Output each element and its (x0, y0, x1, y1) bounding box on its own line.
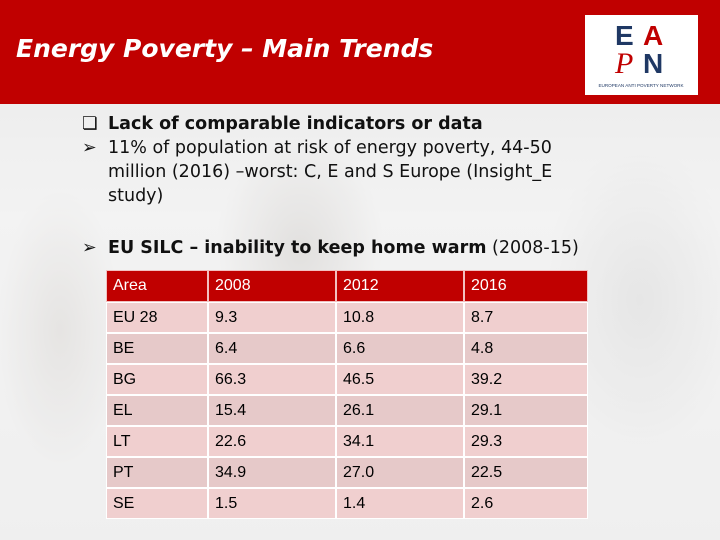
bullet-item: ❏ Lack of comparable indicators or data (82, 112, 602, 136)
cell-area: SE (106, 488, 208, 519)
cell-2012: 6.6 (336, 333, 464, 364)
cell-area: BG (106, 364, 208, 395)
cell-2016: 29.3 (464, 426, 588, 457)
table-row: LT 22.6 34.1 29.3 (106, 426, 588, 457)
arrow-bullet-icon: ➢ (82, 238, 97, 258)
logo-caption: EUROPEAN ANTI POVERTY NETWORK (598, 83, 684, 88)
bullet-item: ➢ 11% of population at risk of energy po… (82, 136, 602, 208)
energy-poverty-table: Area 2008 2012 2016 EU 28 9.3 10.8 8.7 B… (106, 270, 588, 519)
cell-area: PT (106, 457, 208, 488)
table-row: PT 34.9 27.0 22.5 (106, 457, 588, 488)
table-header-row: Area 2008 2012 2016 (106, 270, 588, 302)
cell-2016: 39.2 (464, 364, 588, 395)
cell-2016: 22.5 (464, 457, 588, 488)
column-header-2016: 2016 (464, 270, 588, 302)
cell-2012: 26.1 (336, 395, 464, 426)
cell-area: LT (106, 426, 208, 457)
cell-2012: 1.4 (336, 488, 464, 519)
logo-letter-p: P (614, 47, 633, 80)
cell-2016: 29.1 (464, 395, 588, 426)
bullet-item: ➢ EU SILC – inability to keep home warm … (82, 236, 602, 260)
bullet-text: Lack of comparable indicators or data (108, 114, 483, 134)
cell-2012: 34.1 (336, 426, 464, 457)
slide-title: Energy Poverty – Main Trends (16, 34, 434, 63)
cell-2012: 27.0 (336, 457, 464, 488)
logo-letter-a: A (643, 20, 663, 51)
bullet-list: ❏ Lack of comparable indicators or data … (82, 112, 602, 260)
cell-2016: 4.8 (464, 333, 588, 364)
cell-2008: 66.3 (208, 364, 336, 395)
bullet-text-bold: EU SILC – inability to keep home warm (108, 238, 487, 258)
table-row: EU 28 9.3 10.8 8.7 (106, 302, 588, 333)
logo-letter-n: N (643, 48, 663, 79)
cell-area: BE (106, 333, 208, 364)
cell-2008: 34.9 (208, 457, 336, 488)
checkbox-bullet-icon: ❏ (82, 114, 98, 134)
cell-area: EL (106, 395, 208, 426)
bullet-text-years: (2008-15) (486, 238, 579, 258)
cell-2008: 1.5 (208, 488, 336, 519)
cell-2008: 9.3 (208, 302, 336, 333)
cell-2012: 10.8 (336, 302, 464, 333)
column-header-area: Area (106, 270, 208, 302)
column-header-2008: 2008 (208, 270, 336, 302)
cell-2016: 8.7 (464, 302, 588, 333)
table-row: SE 1.5 1.4 2.6 (106, 488, 588, 519)
title-banner: Energy Poverty – Main Trends E A P N EUR… (0, 0, 720, 104)
cell-2008: 15.4 (208, 395, 336, 426)
table-row: BG 66.3 46.5 39.2 (106, 364, 588, 395)
bullet-text: 11% of population at risk of energy pove… (108, 138, 553, 206)
cell-2012: 46.5 (336, 364, 464, 395)
arrow-bullet-icon: ➢ (82, 138, 97, 158)
eapn-logo: E A P N EUROPEAN ANTI POVERTY NETWORK (585, 15, 698, 95)
column-header-2012: 2012 (336, 270, 464, 302)
cell-2008: 6.4 (208, 333, 336, 364)
table-row: EL 15.4 26.1 29.1 (106, 395, 588, 426)
cell-2008: 22.6 (208, 426, 336, 457)
logo-letter-e: E (615, 20, 634, 51)
cell-2016: 2.6 (464, 488, 588, 519)
table-row: BE 6.4 6.6 4.8 (106, 333, 588, 364)
cell-area: EU 28 (106, 302, 208, 333)
